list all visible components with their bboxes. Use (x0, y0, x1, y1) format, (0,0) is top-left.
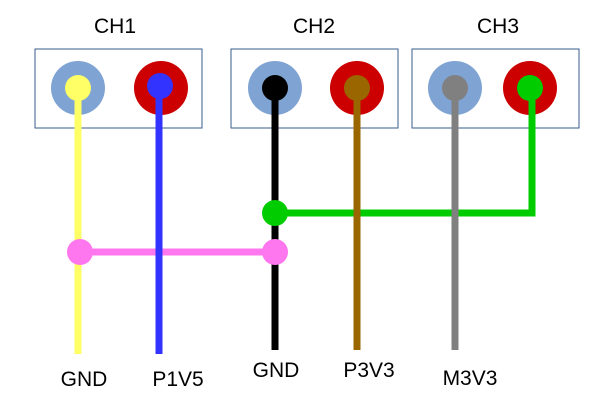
green-junction (262, 200, 288, 226)
ch2-label: CH2 (293, 15, 335, 38)
ch3-positive-pin (517, 75, 543, 101)
label-m3v3: M3V3 (443, 367, 498, 390)
label-gnd-ch2: GND (253, 359, 300, 382)
label-gnd-ch1: GND (61, 368, 108, 391)
ch1-label: CH1 (94, 15, 136, 38)
label-p1v5: P1V5 (152, 368, 203, 391)
ch3-negative-pin (442, 75, 468, 101)
ch2-negative-pin (262, 75, 288, 101)
ch2-positive-pin (344, 75, 370, 101)
ch3-label: CH3 (477, 15, 519, 38)
ch1-negative-pin (65, 75, 91, 101)
green-link-wire (275, 88, 536, 217)
label-p3v3: P3V3 (343, 359, 394, 382)
pink-junction-left (67, 239, 93, 265)
pink-junction-right (262, 239, 288, 265)
ch1-positive-pin (147, 73, 173, 99)
